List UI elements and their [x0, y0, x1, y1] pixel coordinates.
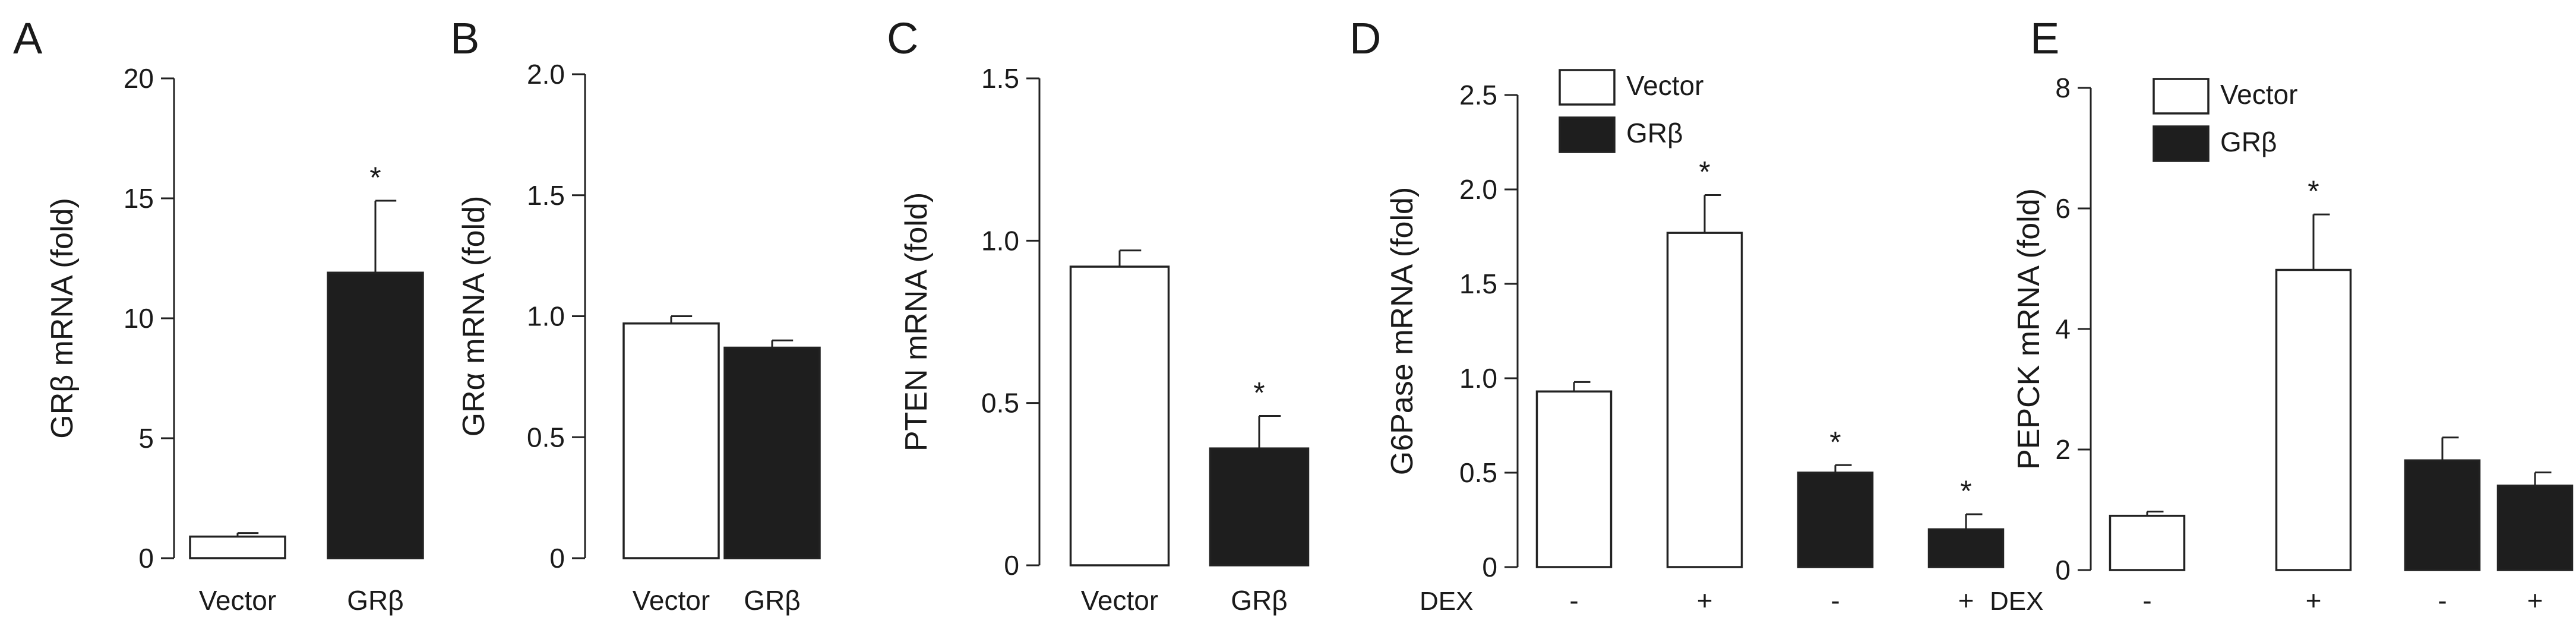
y-tick-label: 0.5	[1459, 457, 1497, 488]
panel-letter: E	[2030, 14, 2059, 63]
legend: Vector GRβ	[2153, 78, 2297, 162]
panel-a: A 0 5 10 15 20 GRβ mRNA (fold) Vector * GRβ	[13, 14, 424, 616]
bar	[1535, 390, 1613, 568]
legend-swatch	[2153, 78, 2210, 115]
legend: Vector GRβ	[1559, 69, 1703, 153]
significance-star: *	[1829, 425, 1841, 458]
panel-letter: D	[1349, 14, 1381, 63]
bar	[2275, 268, 2352, 571]
panel-e: E 0 2 4 6 8 PEPCK mRNA (fold) - * + - + DEX Vector GRβ	[1990, 14, 2574, 616]
y-tick-label: 1.5	[527, 180, 565, 211]
category-label: Vector	[1081, 585, 1158, 616]
y-axis-label: GRβ mRNA (fold)	[45, 198, 80, 439]
category-label: +	[2527, 585, 2543, 616]
category-label: +	[1958, 585, 1974, 616]
legend-label: GRβ	[1626, 118, 1683, 148]
y-axis-label: PTEN mRNA (fold)	[899, 192, 934, 451]
y-tick-label: 6	[2055, 193, 2071, 224]
y-tick-label: 2.5	[1459, 80, 1497, 110]
y-tick-label: 0	[549, 543, 565, 574]
significance-star: *	[1960, 474, 1971, 508]
significance-star: *	[1699, 156, 1710, 189]
bar	[1927, 528, 2005, 568]
y-tick-label: 5	[138, 423, 154, 454]
panel-letter: B	[450, 14, 479, 63]
category-label: -	[1831, 585, 1839, 616]
y-tick-label: 2.0	[527, 59, 565, 90]
legend-swatch	[2153, 125, 2210, 162]
significance-star: *	[2308, 175, 2319, 208]
panel-d: D 0 0.5 1.0 1.5 2.0 2.5 G6Pase mRNA (fold) - * + * -…	[1349, 14, 2005, 616]
category-label: -	[1569, 585, 1578, 616]
bar	[2496, 485, 2574, 571]
y-tick-label: 1.5	[1459, 268, 1497, 299]
y-tick-label: 15	[124, 183, 154, 214]
y-tick-label: 10	[124, 303, 154, 334]
bar	[2109, 514, 2186, 571]
y-tick-label: 0	[1004, 550, 1019, 581]
y-tick-label: 2.0	[1459, 174, 1497, 205]
category-label: -	[2142, 585, 2151, 616]
bar	[1666, 232, 1743, 568]
y-tick-label: 1.5	[981, 63, 1019, 94]
y-tick-label: 0.5	[527, 422, 565, 452]
category-label: Vector	[633, 585, 710, 616]
significance-star: *	[1253, 376, 1265, 410]
y-tick-label: 8	[2055, 72, 2071, 103]
y-tick-label: 1.0	[981, 225, 1019, 256]
y-tick-label: 0	[138, 543, 154, 574]
x-axis-label: DEX	[1420, 587, 1473, 616]
legend-label: GRβ	[2220, 126, 2277, 157]
bar	[1797, 471, 1874, 568]
y-tick-label: 4	[2055, 314, 2071, 344]
bar	[327, 271, 424, 559]
panel-letter: A	[13, 14, 43, 63]
y-axis-label: GRα mRNA (fold)	[457, 196, 491, 437]
panel-letter: C	[887, 14, 918, 63]
panel-c: C 0 0.5 1.0 1.5 PTEN mRNA (fold) Vector * GRβ	[887, 14, 1310, 616]
y-axis-label: G6Pase mRNA (fold)	[1385, 187, 1420, 476]
legend-label: Vector	[1626, 70, 1703, 101]
bar	[622, 322, 720, 559]
legend-swatch	[1559, 69, 1616, 106]
category-label: Vector	[199, 585, 276, 616]
x-axis-label: DEX	[1990, 587, 2043, 616]
y-tick-label: 2	[2055, 434, 2071, 465]
category-label: -	[2438, 585, 2447, 616]
y-tick-label: 0	[2055, 555, 2071, 585]
significance-star: *	[369, 161, 381, 194]
y-tick-label: 0.5	[981, 388, 1019, 419]
legend-swatch	[1559, 116, 1616, 153]
y-tick-label: 0	[1482, 552, 1497, 583]
category-label: GRβ	[347, 585, 403, 616]
bar	[1209, 447, 1310, 566]
bar	[1069, 265, 1170, 566]
panel-b: B 0 0.5 1.0 1.5 2.0 GRα mRNA (fold) Vector GRβ	[450, 14, 821, 616]
category-label: +	[2306, 585, 2322, 616]
category-label: GRβ	[1231, 585, 1287, 616]
bar	[189, 535, 286, 559]
y-tick-label: 20	[124, 63, 154, 94]
legend-label: Vector	[2220, 79, 2297, 110]
y-axis-label: PEPCK mRNA (fold)	[2012, 188, 2046, 470]
y-tick-label: 1.0	[1459, 363, 1497, 394]
category-label: +	[1697, 585, 1713, 616]
category-label: GRβ	[744, 585, 800, 616]
bar	[723, 346, 821, 559]
y-tick-label: 1.0	[527, 301, 565, 332]
bar	[2404, 459, 2481, 571]
